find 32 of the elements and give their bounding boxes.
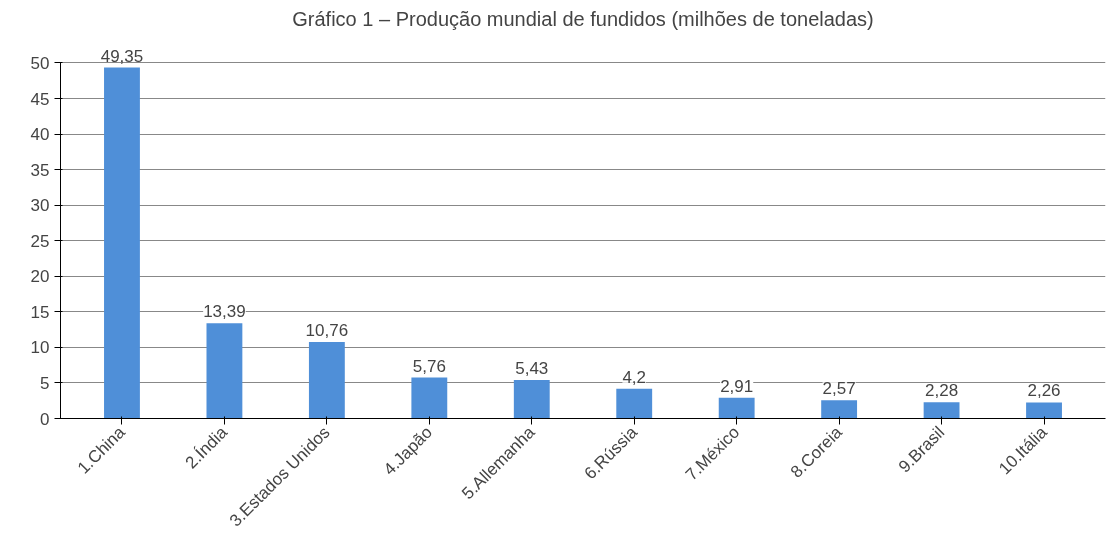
data-label: 5,76 xyxy=(412,356,446,376)
bar xyxy=(616,388,653,419)
data-label: 10,76 xyxy=(305,320,349,340)
y-tick-label: 45 xyxy=(30,89,50,109)
chart-title: Gráfico 1 – Produção mundial de fundidos (milhões de toneladas) xyxy=(292,7,874,30)
y-tick-label: 25 xyxy=(30,231,50,251)
data-label: 2,26 xyxy=(1027,381,1061,401)
y-tick-label: 5 xyxy=(40,373,50,393)
y-tick-label: 20 xyxy=(30,267,50,287)
data-label: 49,35 xyxy=(100,46,144,66)
bar xyxy=(411,377,448,419)
y-tick-label: 10 xyxy=(30,338,50,358)
data-label: 5,43 xyxy=(515,358,549,378)
data-label: 2,28 xyxy=(925,381,959,401)
bar xyxy=(923,402,960,419)
data-label: 13,39 xyxy=(203,302,246,322)
bar xyxy=(308,341,345,419)
data-label: 2,57 xyxy=(822,379,856,399)
bar xyxy=(206,323,243,419)
data-label: 2,91 xyxy=(720,376,754,396)
y-tick-label: 50 xyxy=(30,53,50,73)
bar xyxy=(104,67,140,419)
y-tick-label: 35 xyxy=(30,160,50,180)
bar xyxy=(718,397,755,419)
y-tick-label: 40 xyxy=(30,125,50,145)
bar xyxy=(1026,402,1062,419)
y-tick-label: 15 xyxy=(30,302,50,322)
bar xyxy=(821,400,858,419)
data-label: 4,2 xyxy=(622,367,647,387)
y-tick-label: 30 xyxy=(30,196,50,216)
bar xyxy=(513,379,550,419)
y-tick-label: 0 xyxy=(40,409,50,429)
